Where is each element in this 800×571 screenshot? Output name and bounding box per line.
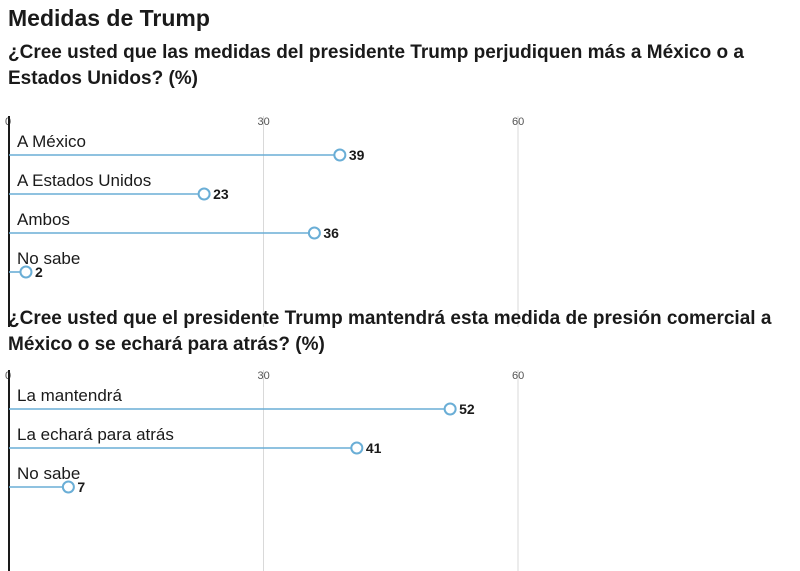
value-label: 23 [213, 186, 229, 202]
chart-1-title: ¿Cree usted que las medidas del presiden… [8, 42, 744, 89]
category-label: A Estados Unidos [17, 171, 151, 190]
bar-end-marker [19, 265, 33, 279]
category-label: No sabe [17, 464, 80, 483]
category-label: No sabe [17, 249, 80, 268]
bar-end-marker [307, 226, 321, 240]
bar-end-marker [443, 402, 457, 416]
bar-end-marker [350, 441, 364, 455]
page: Medidas de Trump ¿Cree usted que las med… [5, 5, 772, 571]
chart-2-title: ¿Cree usted que el presidente Trump mant… [8, 308, 772, 355]
value-label: 36 [323, 225, 339, 241]
page-title: Medidas de Trump [8, 5, 210, 31]
x-tick-label: 60 [512, 370, 524, 382]
category-label: Ambos [17, 210, 70, 229]
value-label: 39 [349, 147, 365, 163]
bar-end-marker [333, 148, 347, 162]
category-label: La echará para atrás [17, 425, 174, 444]
value-label: 7 [77, 479, 85, 495]
category-label: A México [17, 132, 86, 151]
x-tick-label: 30 [258, 370, 270, 382]
value-label: 2 [35, 264, 43, 280]
x-tick-label: 30 [258, 116, 270, 128]
value-label: 41 [366, 440, 382, 456]
x-tick-label: 60 [512, 116, 524, 128]
bar-end-marker [197, 187, 211, 201]
bar-end-marker [61, 480, 75, 494]
category-label: La mantendrá [17, 386, 122, 405]
value-label: 52 [459, 401, 475, 417]
